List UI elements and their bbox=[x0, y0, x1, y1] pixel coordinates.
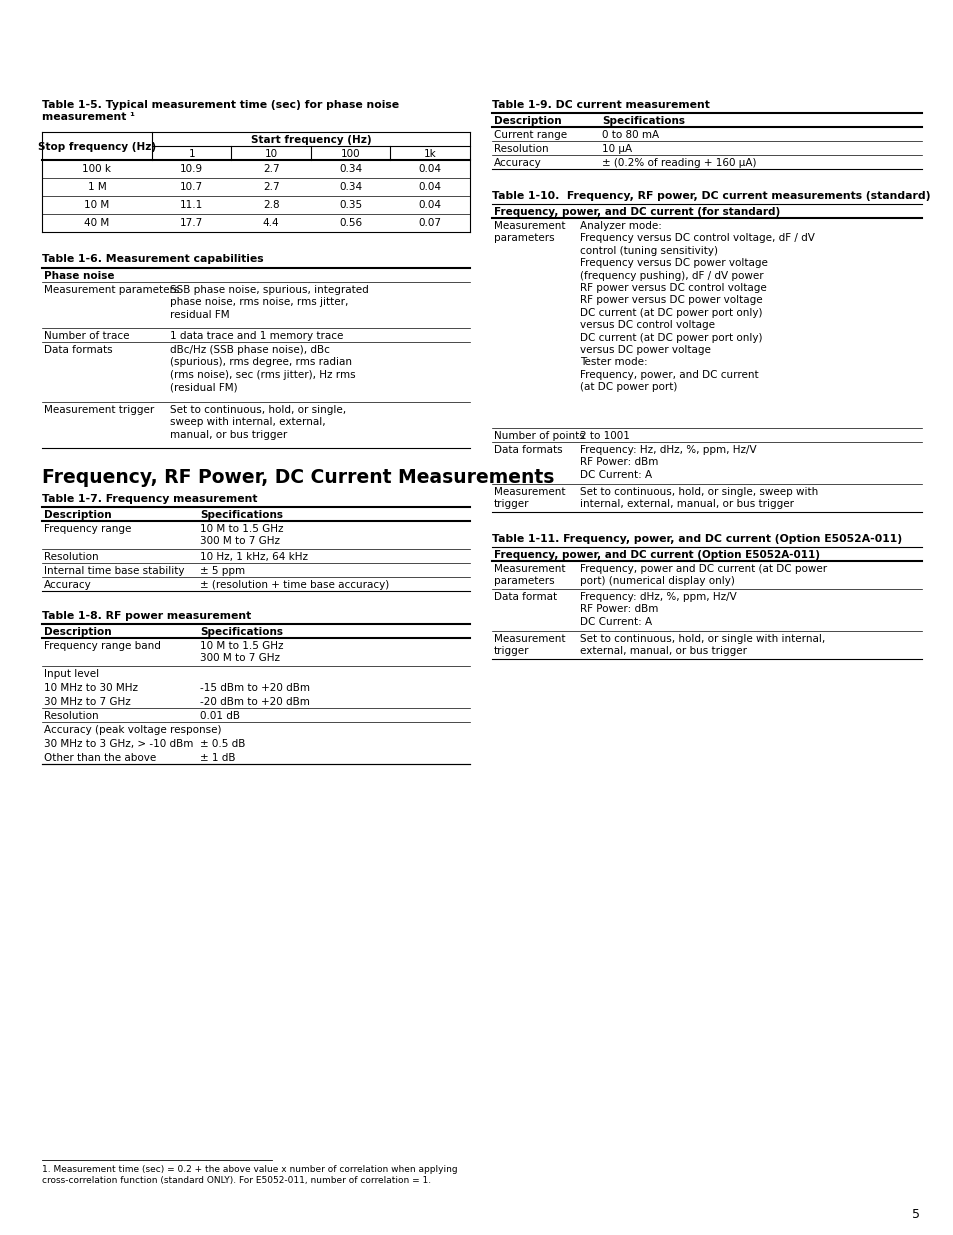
Text: Table 1-6. Measurement capabilities: Table 1-6. Measurement capabilities bbox=[42, 254, 263, 264]
Text: 30 MHz to 3 GHz, > -10 dBm: 30 MHz to 3 GHz, > -10 dBm bbox=[44, 739, 193, 748]
Text: 10 Hz, 1 kHz, 64 kHz: 10 Hz, 1 kHz, 64 kHz bbox=[200, 552, 308, 562]
Text: 10.9: 10.9 bbox=[180, 164, 203, 174]
Text: Specifications: Specifications bbox=[200, 510, 283, 520]
Text: SSB phase noise, spurious, integrated
phase noise, rms noise, rms jitter,
residu: SSB phase noise, spurious, integrated ph… bbox=[170, 285, 369, 320]
Text: 0 to 80 mA: 0 to 80 mA bbox=[601, 130, 659, 140]
Text: 100 k: 100 k bbox=[82, 164, 112, 174]
Text: 0.01 dB: 0.01 dB bbox=[200, 711, 240, 721]
Text: Data format: Data format bbox=[494, 592, 557, 601]
Text: 10 M to 1.5 GHz
300 M to 7 GHz: 10 M to 1.5 GHz 300 M to 7 GHz bbox=[200, 524, 283, 546]
Text: -15 dBm to +20 dBm: -15 dBm to +20 dBm bbox=[200, 683, 310, 693]
Text: 0.04: 0.04 bbox=[418, 164, 441, 174]
Text: Measurement
trigger: Measurement trigger bbox=[494, 487, 565, 509]
Text: Data formats: Data formats bbox=[494, 445, 562, 454]
Text: Description: Description bbox=[494, 116, 561, 126]
Text: Specifications: Specifications bbox=[601, 116, 684, 126]
Text: Accuracy (peak voltage response): Accuracy (peak voltage response) bbox=[44, 725, 221, 735]
Text: 2.7: 2.7 bbox=[263, 182, 279, 191]
Text: Other than the above: Other than the above bbox=[44, 753, 156, 763]
Text: Internal time base stability: Internal time base stability bbox=[44, 566, 184, 576]
Text: Set to continuous, hold, or single,
sweep with internal, external,
manual, or bu: Set to continuous, hold, or single, swee… bbox=[170, 405, 346, 440]
Text: 5: 5 bbox=[911, 1208, 919, 1221]
Text: ± (resolution + time base accuracy): ± (resolution + time base accuracy) bbox=[200, 580, 389, 590]
Text: Phase noise: Phase noise bbox=[44, 270, 114, 282]
Text: Analyzer mode:
Frequency versus DC control voltage, dF / dV
control (tuning sens: Analyzer mode: Frequency versus DC contr… bbox=[579, 221, 814, 393]
Text: Data formats: Data formats bbox=[44, 345, 112, 354]
Text: Accuracy: Accuracy bbox=[44, 580, 91, 590]
Text: Frequency range: Frequency range bbox=[44, 524, 132, 534]
Text: Number of points: Number of points bbox=[494, 431, 584, 441]
Text: 0.34: 0.34 bbox=[339, 182, 362, 191]
Text: Table 1-9. DC current measurement: Table 1-9. DC current measurement bbox=[492, 100, 709, 110]
Text: 10 M: 10 M bbox=[84, 200, 110, 210]
Text: 10 μA: 10 μA bbox=[601, 144, 632, 154]
Text: 1 M: 1 M bbox=[88, 182, 107, 191]
Text: 1. Measurement time (sec) = 0.2 + the above value x number of correlation when a: 1. Measurement time (sec) = 0.2 + the ab… bbox=[42, 1165, 457, 1186]
Text: 2 to 1001: 2 to 1001 bbox=[579, 431, 629, 441]
Text: dBc/Hz (SSB phase noise), dBc
(spurious), rms degree, rms radian
(rms noise), se: dBc/Hz (SSB phase noise), dBc (spurious)… bbox=[170, 345, 355, 393]
Text: Current range: Current range bbox=[494, 130, 566, 140]
Text: 10 M to 1.5 GHz
300 M to 7 GHz: 10 M to 1.5 GHz 300 M to 7 GHz bbox=[200, 641, 283, 663]
Text: 11.1: 11.1 bbox=[180, 200, 203, 210]
Text: Start frequency (Hz): Start frequency (Hz) bbox=[251, 135, 371, 144]
Text: ± 1 dB: ± 1 dB bbox=[200, 753, 235, 763]
Text: Resolution: Resolution bbox=[494, 144, 548, 154]
Text: 4.4: 4.4 bbox=[263, 219, 279, 228]
Text: Resolution: Resolution bbox=[44, 552, 98, 562]
Text: Frequency: Hz, dHz, %, ppm, Hz/V
RF Power: dBm
DC Current: A: Frequency: Hz, dHz, %, ppm, Hz/V RF Powe… bbox=[579, 445, 756, 480]
Text: 0.56: 0.56 bbox=[339, 219, 362, 228]
Text: Measurement
trigger: Measurement trigger bbox=[494, 634, 565, 656]
Text: Frequency, RF Power, DC Current Measurements: Frequency, RF Power, DC Current Measurem… bbox=[42, 468, 554, 487]
Text: ± 0.5 dB: ± 0.5 dB bbox=[200, 739, 245, 748]
Text: Input level: Input level bbox=[44, 669, 99, 679]
Text: 0.35: 0.35 bbox=[339, 200, 362, 210]
Text: 30 MHz to 7 GHz: 30 MHz to 7 GHz bbox=[44, 697, 131, 706]
Text: Frequency, power and DC current (at DC power
port) (numerical display only): Frequency, power and DC current (at DC p… bbox=[579, 564, 826, 587]
Text: Number of trace: Number of trace bbox=[44, 331, 130, 341]
Text: 1: 1 bbox=[189, 149, 194, 159]
Text: Frequency, power, and DC current (for standard): Frequency, power, and DC current (for st… bbox=[494, 207, 780, 217]
Text: Resolution: Resolution bbox=[44, 711, 98, 721]
Text: Measurement parameters: Measurement parameters bbox=[44, 285, 179, 295]
Text: Measurement trigger: Measurement trigger bbox=[44, 405, 154, 415]
Text: Set to continuous, hold, or single with internal,
external, manual, or bus trigg: Set to continuous, hold, or single with … bbox=[579, 634, 824, 656]
Text: Description: Description bbox=[44, 510, 112, 520]
Text: 2.7: 2.7 bbox=[263, 164, 279, 174]
Text: Table 1-10.  Frequency, RF power, DC current measurements (standard): Table 1-10. Frequency, RF power, DC curr… bbox=[492, 191, 929, 201]
Text: ± 5 ppm: ± 5 ppm bbox=[200, 566, 245, 576]
Text: 1k: 1k bbox=[423, 149, 436, 159]
Text: Table 1-8. RF power measurement: Table 1-8. RF power measurement bbox=[42, 611, 251, 621]
Text: 100: 100 bbox=[340, 149, 360, 159]
Text: -20 dBm to +20 dBm: -20 dBm to +20 dBm bbox=[200, 697, 310, 706]
Text: Stop frequency (Hz): Stop frequency (Hz) bbox=[38, 142, 156, 152]
Text: 2.8: 2.8 bbox=[263, 200, 279, 210]
Text: Frequency range band: Frequency range band bbox=[44, 641, 161, 651]
Text: 0.04: 0.04 bbox=[418, 200, 441, 210]
Text: Table 1-11. Frequency, power, and DC current (Option E5052A-011): Table 1-11. Frequency, power, and DC cur… bbox=[492, 534, 902, 543]
Text: Table 1-5. Typical measurement time (sec) for phase noise
measurement ¹: Table 1-5. Typical measurement time (sec… bbox=[42, 100, 398, 122]
Text: Frequency: dHz, %, ppm, Hz/V
RF Power: dBm
DC Current: A: Frequency: dHz, %, ppm, Hz/V RF Power: d… bbox=[579, 592, 736, 627]
Text: 10.7: 10.7 bbox=[180, 182, 203, 191]
Text: 17.7: 17.7 bbox=[180, 219, 203, 228]
Text: 0.07: 0.07 bbox=[418, 219, 441, 228]
Text: 1 data trace and 1 memory trace: 1 data trace and 1 memory trace bbox=[170, 331, 343, 341]
Text: 10: 10 bbox=[264, 149, 277, 159]
Text: Table 1-7. Frequency measurement: Table 1-7. Frequency measurement bbox=[42, 494, 257, 504]
Text: 0.34: 0.34 bbox=[339, 164, 362, 174]
Text: 40 M: 40 M bbox=[84, 219, 110, 228]
Text: Accuracy: Accuracy bbox=[494, 158, 541, 168]
Text: 0.04: 0.04 bbox=[418, 182, 441, 191]
Text: 10 MHz to 30 MHz: 10 MHz to 30 MHz bbox=[44, 683, 138, 693]
Text: ± (0.2% of reading + 160 μA): ± (0.2% of reading + 160 μA) bbox=[601, 158, 756, 168]
Text: Measurement
parameters: Measurement parameters bbox=[494, 564, 565, 587]
Text: Frequency, power, and DC current (Option E5052A-011): Frequency, power, and DC current (Option… bbox=[494, 550, 820, 559]
Text: Set to continuous, hold, or single, sweep with
internal, external, manual, or bu: Set to continuous, hold, or single, swee… bbox=[579, 487, 818, 509]
Text: Measurement
parameters: Measurement parameters bbox=[494, 221, 565, 243]
Text: Specifications: Specifications bbox=[200, 627, 283, 637]
Text: Description: Description bbox=[44, 627, 112, 637]
